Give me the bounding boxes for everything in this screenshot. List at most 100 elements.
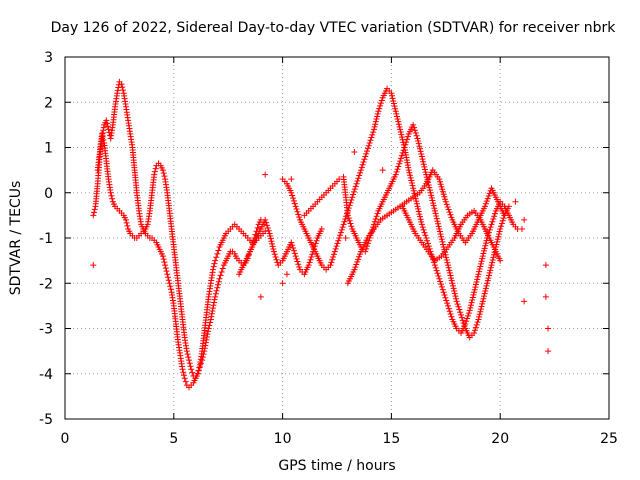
point-track-b (205, 328, 212, 335)
point-track-a (161, 259, 168, 266)
point-isolated (342, 235, 349, 241)
point-track-c (418, 218, 425, 225)
point-track-c (296, 214, 303, 221)
point-track-c (477, 260, 484, 267)
point-track-g (309, 251, 316, 258)
point-track-g (272, 254, 279, 261)
point-track-d (428, 192, 435, 199)
point-track-c (393, 113, 400, 120)
point-track-c (421, 229, 428, 236)
point-track-d (472, 324, 479, 331)
point-track-c (422, 232, 429, 239)
point-track-d (431, 207, 438, 214)
point-track-c (394, 116, 401, 123)
point-track-e (445, 206, 452, 213)
point-track-d (443, 254, 450, 261)
point-track-c (487, 224, 494, 231)
point-track-c (291, 200, 298, 207)
point-track-c (372, 118, 379, 125)
point-track-d (483, 282, 490, 289)
point-track-c (424, 237, 431, 244)
point-track-e (354, 258, 361, 265)
y-tick-label: -3 (39, 322, 53, 338)
point-track-e (483, 198, 490, 205)
point-track-d (346, 217, 353, 224)
point-track-d (479, 298, 486, 305)
point-track-c (335, 237, 342, 244)
point-track-d (486, 269, 493, 276)
point-track-e (442, 196, 449, 203)
point-track-d (486, 272, 493, 279)
point-track-g (305, 262, 312, 269)
point-track-b (186, 360, 193, 367)
point-track-c (373, 116, 380, 123)
point-track-g (307, 256, 314, 263)
point-track-g (306, 259, 313, 266)
point-track-c (289, 192, 296, 199)
point-track-g (289, 242, 296, 249)
point-track-b (208, 310, 215, 317)
point-track-d (364, 243, 371, 250)
point-track-d (488, 262, 495, 269)
point-track-d (449, 282, 456, 289)
point-track-c (350, 188, 357, 195)
point-track-c (359, 161, 366, 168)
point-track-b (109, 195, 116, 202)
point-track-c (489, 218, 496, 225)
point-track-b (206, 322, 213, 329)
point-track-c (331, 248, 338, 255)
point-track-d (450, 285, 457, 292)
point-track-d (448, 275, 455, 282)
point-track-a (212, 257, 219, 264)
point-track-c (351, 186, 358, 193)
point-track-a (182, 378, 189, 385)
point-track-a (91, 209, 98, 216)
point-track-g (268, 238, 275, 245)
point-track-e (486, 190, 493, 197)
point-track-d (482, 285, 489, 292)
point-track-a (162, 262, 169, 269)
point-track-b (219, 265, 226, 272)
point-track-a (91, 206, 98, 213)
point-track-c (330, 254, 337, 261)
point-track-g (312, 240, 319, 247)
point-isolated (512, 198, 519, 205)
y-tick-label: -5 (39, 412, 53, 428)
y-tick-label: 3 (44, 50, 53, 66)
point-track-g (270, 248, 277, 255)
point-track-a (104, 123, 111, 130)
x-tick-label: 15 (382, 431, 400, 447)
point-track-c (438, 281, 445, 288)
point-track-c (469, 294, 476, 301)
point-track-d (453, 295, 460, 302)
point-track-g (288, 239, 295, 246)
point-isolated (288, 176, 295, 183)
point-track-a (119, 84, 126, 91)
point-track-d (426, 187, 433, 194)
point-track-c (413, 198, 420, 205)
point-track-e (436, 178, 443, 185)
point-track-c (357, 167, 364, 174)
point-track-d (411, 124, 418, 131)
point-track-d (497, 225, 504, 232)
point-track-b (218, 268, 225, 275)
point-track-b (195, 367, 202, 374)
point-track-c (354, 177, 361, 184)
point-track-d (416, 143, 423, 150)
point-track-e (356, 253, 363, 260)
x-tick-label: 20 (491, 431, 509, 447)
point-track-c (368, 134, 375, 141)
point-track-b (199, 354, 206, 361)
point-track-c (357, 169, 364, 176)
point-track-d (481, 293, 488, 300)
y-tick-label: 2 (44, 95, 53, 111)
point-track-c (405, 167, 412, 174)
point-track-c (397, 128, 404, 135)
point-track-d (429, 197, 436, 204)
point-track-c (476, 266, 483, 273)
point-track-g (263, 222, 270, 229)
point-track-d (471, 327, 478, 334)
point-track-e (438, 183, 445, 190)
point-track-b (187, 363, 194, 370)
point-track-d (446, 267, 453, 274)
